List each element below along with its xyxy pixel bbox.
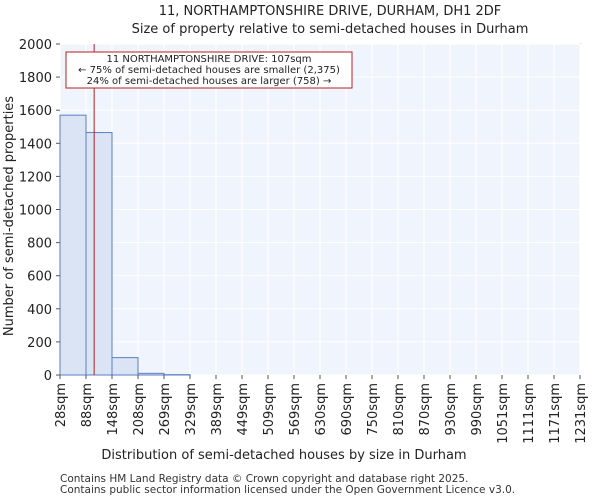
grid [59, 43, 581, 376]
x-tick-label: 329sqm [184, 383, 199, 436]
chart-title: 11, NORTHAMPTONSHIRE DRIVE, DURHAM, DH1 … [159, 4, 502, 19]
y-tick-label: 600 [27, 270, 52, 285]
y-tick-label: 1000 [19, 204, 52, 219]
x-tick-label: 509sqm [262, 383, 277, 436]
x-tick-label: 810sqm [392, 383, 407, 436]
annotation-line-2: ← 75% of semi-detached houses are smalle… [78, 65, 340, 76]
bar [59, 114, 87, 376]
y-axis-label: Number of semi-detached properties [2, 96, 17, 336]
y-tick-label: 800 [27, 237, 52, 252]
x-tick-label: 148sqm [106, 383, 121, 436]
x-tick-label: 1051sqm [496, 383, 511, 444]
x-axis: 28sqm 88sqm 148sqm 208sqm 269sqm 329sqm 389sqm… [54, 375, 589, 444]
footer-copyright: Contains HM Land Registry data © Crown c… [60, 473, 469, 485]
x-tick-label: 1171sqm [548, 383, 563, 444]
chart-subtitle: Size of property relative to semi-detach… [132, 22, 529, 37]
x-tick-label: 389sqm [210, 383, 225, 436]
bar [111, 357, 139, 376]
y-tick-label: 2000 [19, 38, 52, 53]
y-tick-label: 1800 [19, 71, 52, 86]
x-tick-label: 569sqm [288, 383, 303, 436]
bar [137, 372, 165, 376]
x-tick-label: 269sqm [158, 383, 173, 436]
annotation-box [65, 51, 353, 89]
y-tick-label: 1400 [19, 137, 52, 152]
x-tick-label: 870sqm [418, 383, 433, 436]
annotation-line-3: 24% of semi-detached houses are larger (… [87, 76, 332, 87]
x-tick-label: 28sqm [54, 383, 69, 427]
x-tick-label: 1111sqm [522, 383, 537, 444]
x-axis-label: Distribution of semi-detached houses by … [101, 448, 466, 463]
x-tick-label: 208sqm [132, 383, 147, 436]
x-tick-label: 1231sqm [574, 383, 589, 444]
y-tick-label: 1600 [19, 104, 52, 119]
y-tick-label: 400 [27, 303, 52, 318]
y-tick-label: 0 [44, 369, 52, 384]
footer-licence: Contains public sector information licen… [60, 484, 516, 496]
y-axis: 0 200 400 600 800 1000 1200 1400 1600 1800 2000 [19, 38, 60, 384]
annotation-line-1: 11 NORTHAMPTONSHIRE DRIVE: 107sqm [106, 54, 311, 65]
bar [85, 132, 113, 376]
x-tick-label: 990sqm [470, 383, 485, 436]
bars [59, 114, 191, 376]
x-tick-label: 88sqm [80, 383, 95, 427]
x-tick-label: 690sqm [340, 383, 355, 436]
x-tick-label: 930sqm [444, 383, 459, 436]
x-tick-label: 449sqm [236, 383, 251, 436]
x-tick-label: 630sqm [314, 383, 329, 436]
x-tick-label: 750sqm [366, 383, 381, 436]
y-tick-label: 1200 [19, 170, 52, 185]
y-tick-label: 200 [27, 336, 52, 351]
